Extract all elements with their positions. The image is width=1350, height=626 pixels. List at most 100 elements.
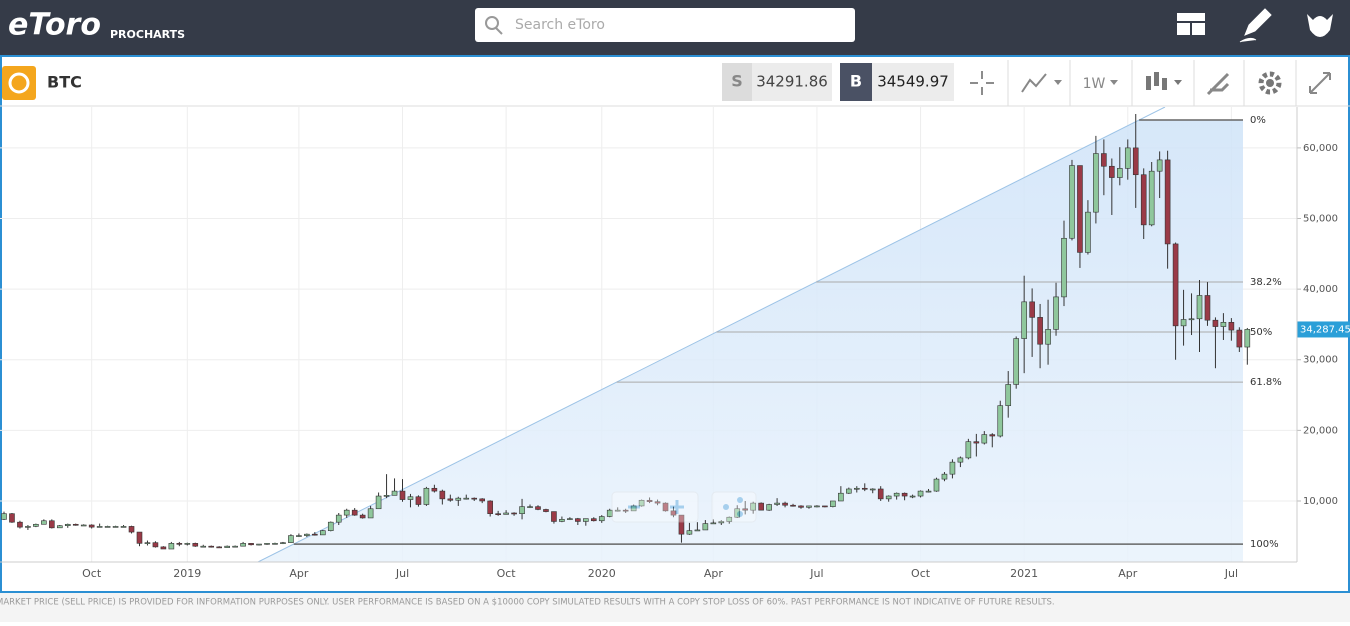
- candle-body: [184, 543, 191, 545]
- candle-body: [112, 526, 119, 528]
- buy-label: B: [850, 72, 862, 91]
- candle-body: [941, 473, 948, 480]
- candle-body: [1069, 165, 1075, 239]
- interval-button[interactable]: 1W: [1083, 76, 1106, 92]
- candle-body: [415, 496, 422, 505]
- candle-body: [694, 529, 701, 532]
- candle-body: [543, 509, 549, 512]
- x-tick-label: Apr: [704, 567, 724, 580]
- x-tick-label: Oct: [82, 567, 102, 580]
- buy-price-box[interactable]: [872, 63, 954, 101]
- settings-button[interactable]: [1258, 71, 1282, 95]
- candle-body: [1204, 295, 1211, 321]
- candle-body: [431, 487, 438, 492]
- fib-label: 100%: [1250, 539, 1279, 550]
- search-box[interactable]: [475, 8, 855, 42]
- footer: [0, 593, 1350, 622]
- candle-body: [1037, 317, 1043, 345]
- candle-body: [869, 488, 876, 491]
- y-tick-label: 30,000: [1303, 355, 1338, 366]
- candle-body: [551, 511, 557, 522]
- candle-body: [56, 525, 63, 529]
- asset-icon: [8, 72, 30, 94]
- interval-button[interactable]: [1110, 80, 1118, 85]
- candle-body: [479, 498, 486, 502]
- candle-body: [965, 441, 972, 459]
- search-icon: [495, 27, 503, 35]
- candle-body: [80, 524, 87, 527]
- symbol: BTC: [47, 73, 82, 92]
- candle-body: [734, 508, 741, 518]
- candle-body: [495, 513, 501, 515]
- buy-button[interactable]: [840, 63, 872, 101]
- candle-body: [503, 512, 509, 515]
- candle-body: [383, 495, 390, 497]
- x-tick-label: 2021: [1010, 567, 1038, 580]
- candle-body: [559, 519, 565, 522]
- chart-type-button[interactable]: [1021, 73, 1047, 93]
- candle-body: [1140, 174, 1147, 226]
- candle-body: [359, 514, 366, 519]
- logo-sub: PROCHARTS: [110, 28, 185, 41]
- candle-body: [407, 496, 414, 500]
- chart-type-button[interactable]: [1054, 80, 1062, 85]
- candle-body: [367, 508, 374, 519]
- settings-button[interactable]: [1266, 79, 1274, 87]
- candle-body: [1117, 168, 1123, 178]
- logo[interactable]: eToro: [8, 8, 101, 43]
- candle-body: [686, 530, 693, 535]
- candle-body: [288, 535, 294, 543]
- candle-body: [1244, 329, 1251, 348]
- candle-body: [471, 497, 478, 500]
- candle-body: [1124, 147, 1131, 169]
- candle-body: [1093, 153, 1099, 213]
- fullscreen-button[interactable]: [1309, 72, 1331, 94]
- search-icon: [485, 16, 499, 30]
- candle-body: [160, 546, 167, 550]
- candle-body: [264, 543, 270, 545]
- fibonacci-tool[interactable]: [257, 107, 1243, 562]
- candle-body: [1077, 165, 1083, 253]
- candle-body: [957, 457, 964, 463]
- candle-body: [192, 543, 199, 547]
- candle-body: [766, 504, 772, 511]
- candle-body: [1, 513, 7, 520]
- crosshair-button[interactable]: [970, 71, 994, 95]
- candle-body: [1013, 338, 1019, 385]
- profile-button[interactable]: [1307, 14, 1333, 37]
- layout-button[interactable]: [1177, 13, 1205, 35]
- candle-body: [296, 535, 302, 537]
- candle-body: [136, 531, 143, 544]
- candle-body: [1228, 322, 1235, 331]
- candle-body: [1164, 159, 1171, 245]
- candle-body: [144, 542, 151, 544]
- candle-body: [96, 526, 103, 528]
- candle-body: [861, 487, 868, 490]
- candle-body: [280, 542, 286, 544]
- axes: 10,000 20,000 30,000 40,000 50,000 60,000 Oct 2…: [82, 115, 1350, 580]
- y-tick-label: 10,000: [1303, 496, 1338, 507]
- candle-body: [981, 434, 988, 444]
- candle-body: [1156, 159, 1163, 172]
- candle-body: [1196, 295, 1203, 320]
- candle-body: [535, 506, 541, 510]
- candle-body: [64, 523, 71, 527]
- edit-button[interactable]: [1239, 8, 1272, 43]
- candle-body: [774, 502, 780, 505]
- candle-body: [423, 487, 430, 505]
- candle-body: [455, 497, 462, 501]
- candle-body: [997, 405, 1004, 437]
- draw-button[interactable]: [1206, 72, 1230, 96]
- candle-body: [88, 524, 95, 528]
- x-tick-label: Jul: [1224, 567, 1238, 580]
- candle-body: [327, 521, 334, 531]
- candle-body: [49, 520, 55, 529]
- candle-type-button[interactable]: [1146, 72, 1182, 90]
- y-tick-label: 50,000: [1303, 214, 1338, 225]
- candle-body: [33, 523, 39, 527]
- zoom-controls[interactable]: [611, 491, 757, 523]
- sell-price-box[interactable]: [752, 63, 832, 101]
- sell-button[interactable]: [722, 63, 752, 101]
- search-placeholder: Search eToro: [515, 17, 605, 33]
- candle-body: [248, 543, 254, 546]
